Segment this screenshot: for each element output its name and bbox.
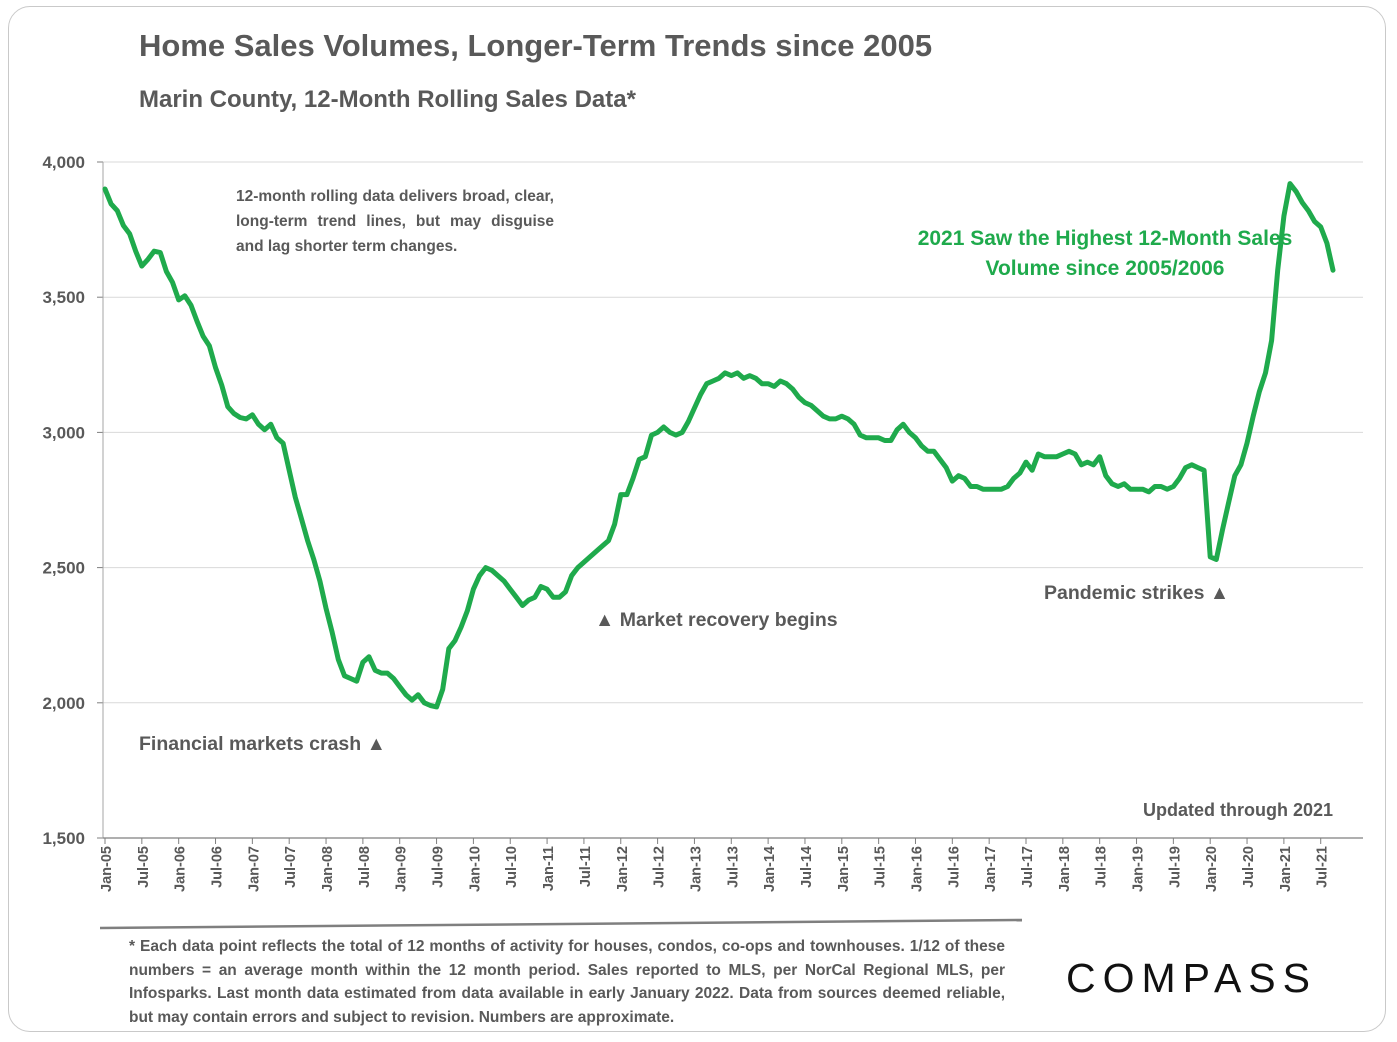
x-tick-label: Jul-11 (578, 846, 594, 887)
annotation-pandemic: Pandemic strikes ▲ (1044, 582, 1230, 604)
chart-subtitle: Marin County, 12-Month Rolling Sales Dat… (139, 86, 636, 113)
x-tick-label: Jul-10 (504, 846, 520, 888)
x-tick-label: Jan-10 (467, 846, 483, 892)
x-tick-label: Jul-09 (431, 846, 447, 888)
x-tick-label: Jan-13 (688, 846, 704, 892)
annotation-recovery: ▲ Market recovery begins (595, 609, 838, 631)
x-tick-label: Jul-15 (873, 846, 889, 888)
x-tick-label: Jan-21 (1278, 846, 1294, 892)
x-tick-label: Jul-20 (1241, 846, 1257, 888)
x-tick-label: Jul-08 (357, 846, 373, 888)
y-tick-label: 3,500 (42, 288, 85, 307)
compass-logo: COMPASS (1066, 955, 1317, 1001)
x-tick-label: Jan-09 (394, 846, 410, 892)
y-tick-label: 4,000 (42, 153, 85, 172)
x-tick-label: Jan-14 (762, 846, 778, 892)
chart-title: Home Sales Volumes, Longer-Term Trends s… (139, 28, 933, 63)
x-tick-label: Jul-13 (725, 846, 741, 888)
x-tick-label: Jan-15 (836, 846, 852, 892)
decorative-rule (99, 918, 1023, 930)
x-tick-label: Jul-21 (1315, 846, 1331, 888)
y-tick-label: 2,000 (42, 694, 85, 713)
updated-label: Updated through 2021 (1143, 800, 1334, 820)
x-tick-label: Jul-16 (946, 846, 962, 888)
x-tick-label: Jul-17 (1020, 846, 1036, 888)
footnote-divider (99, 918, 1023, 930)
x-tick-label: Jan-05 (99, 846, 115, 892)
x-tick-label: Jul-05 (136, 846, 152, 888)
x-tick-label: Jan-18 (1057, 846, 1073, 892)
x-tick-label: Jan-16 (909, 846, 925, 892)
y-axis-ticks: 1,500 2,000 2,500 3,000 3,500 4,000 (42, 153, 104, 848)
series-line (102, 181, 1336, 710)
x-tick-label: Jul-19 (1167, 846, 1183, 888)
gridlines (103, 161, 1363, 704)
x-tick-label: Jan-19 (1131, 846, 1147, 892)
rolling-data-note: 12-month rolling data delivers broad, cl… (236, 188, 554, 255)
x-tick-label: Jul-06 (210, 846, 226, 888)
x-axis: Jan-05 Jul-05 Jan-06 Jul-06 Jan-07 Jul-07 Jan-… (99, 837, 1363, 892)
x-tick-label: Jul-14 (799, 846, 815, 888)
chart-card (8, 6, 1386, 1032)
y-tick-label: 3,000 (42, 423, 85, 442)
x-tick-label: Jan-20 (1204, 846, 1220, 892)
x-tick-label: Jan-12 (615, 846, 631, 892)
annotation-crash: Financial markets crash ▲ (139, 733, 386, 755)
x-tick-label: Jan-06 (173, 846, 189, 892)
footnote: * Each data point reflects the total of … (129, 938, 1005, 1026)
x-tick-label: Jan-07 (246, 846, 262, 892)
highlight-callout: 2021 Saw the Highest 12-Month Sales Volu… (917, 227, 1293, 280)
y-tick-label: 2,500 (42, 559, 85, 578)
y-tick-label: 1,500 (42, 829, 85, 848)
x-tick-label: Jan-11 (541, 846, 557, 891)
x-tick-label: Jul-07 (283, 846, 299, 888)
x-tick-label: Jul-18 (1094, 846, 1110, 888)
x-tick-label: Jan-08 (320, 846, 336, 892)
x-tick-label: Jul-12 (652, 846, 668, 888)
series-line-group (102, 181, 1336, 710)
x-tick-label: Jan-17 (983, 846, 999, 892)
